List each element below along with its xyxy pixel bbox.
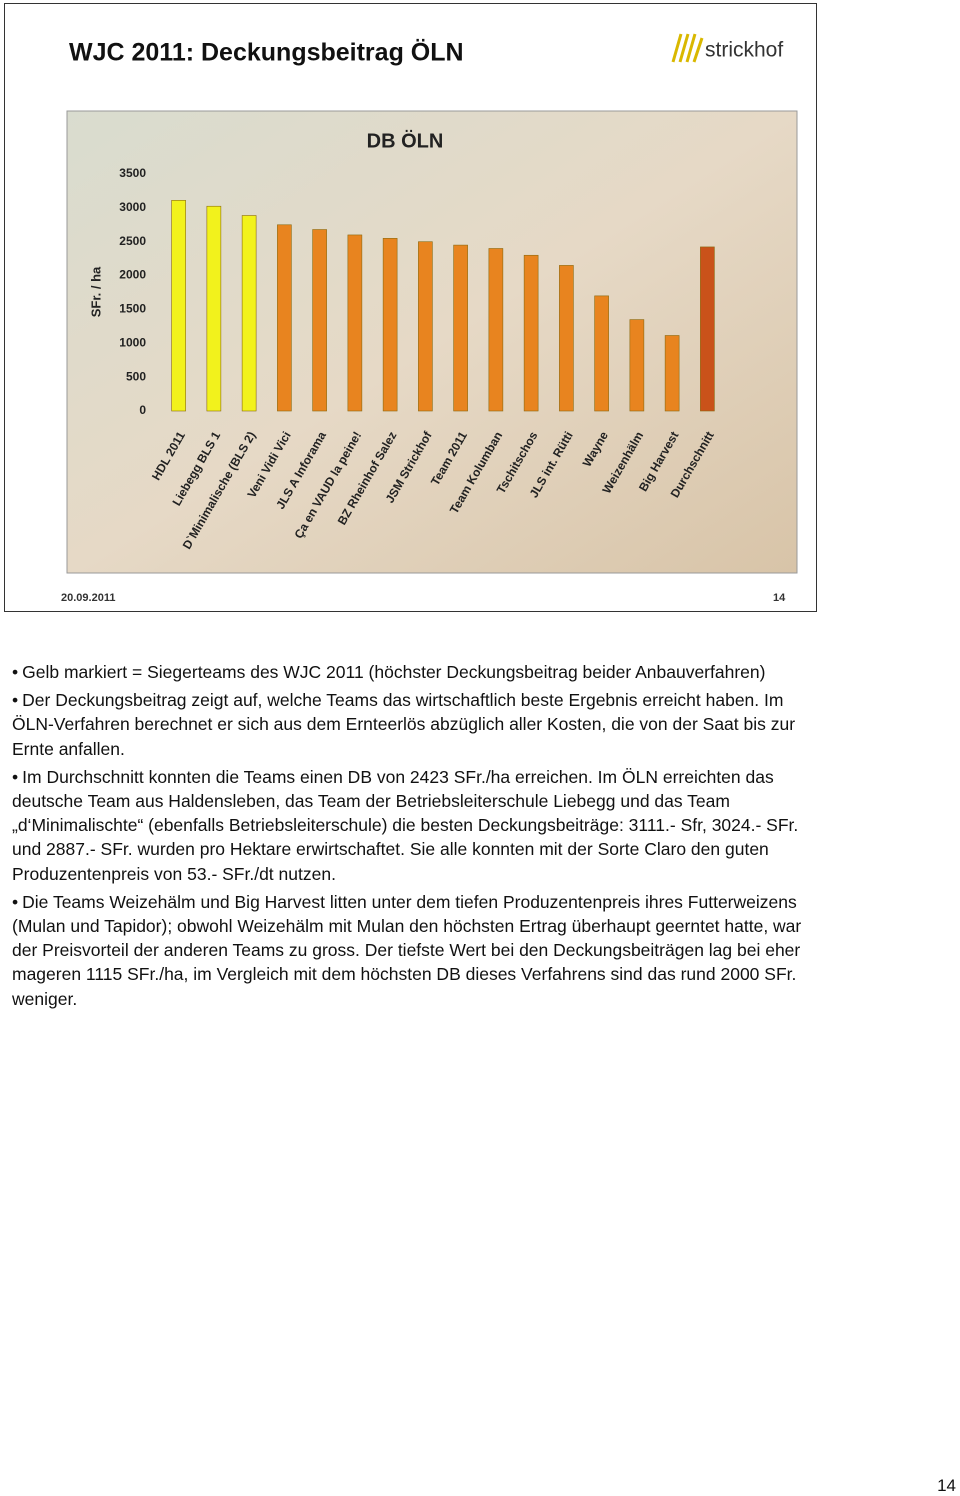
slide-number: 14 [773,592,786,604]
y-tick-label: 3500 [119,166,146,180]
logo: strickhof [671,33,783,63]
note: Im Durchschnitt konnten die Teams einen … [12,765,802,886]
bar [488,248,504,412]
slide-canvas: WJC 2011: Deckungsbeitrag ÖLN strickhof … [61,33,798,604]
y-tick-label: 500 [126,369,146,383]
chart-title: DB ÖLN [367,129,444,152]
note: Der Deckungsbeitrag zeigt auf, welche Te… [12,688,802,761]
bar [629,319,645,412]
y-tick-label: 0 [139,403,146,417]
slide-title: WJC 2011: Deckungsbeitrag ÖLN [69,38,464,67]
bar [171,200,186,412]
bar [382,238,398,412]
bar [523,254,539,412]
bar [664,335,680,412]
bar [594,295,609,412]
notes: Gelb markiert = Siegerteams des WJC 2011… [12,660,802,1015]
bar [700,246,715,412]
logo-text: strickhof [705,39,783,62]
slide-date: 20.09.2011 [61,592,115,604]
bar [453,244,468,412]
y-tick-label: 2000 [119,268,146,282]
bar [277,224,292,412]
slide: WJC 2011: Deckungsbeitrag ÖLN strickhof … [4,3,817,612]
y-tick-label: 3000 [119,200,146,214]
bar [312,229,327,412]
bar [559,265,574,412]
page-number: 14 [937,1476,956,1495]
note: Gelb markiert = Siegerteams des WJC 2011… [12,660,802,684]
bar [206,205,222,412]
bar [347,234,363,412]
y-tick-label: 1000 [119,335,146,349]
y-tick-label: 1500 [119,302,146,316]
bar [241,215,257,412]
bar [418,241,433,412]
y-axis-label: SFr. / ha [88,266,103,317]
note: Die Teams Weizehälm und Big Harvest litt… [12,890,802,1011]
y-tick-label: 2500 [119,234,146,248]
